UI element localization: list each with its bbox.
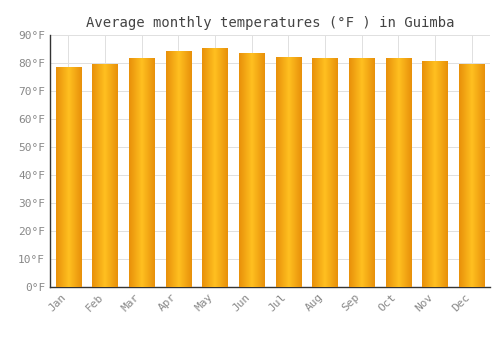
Title: Average monthly temperatures (°F ) in Guimba: Average monthly temperatures (°F ) in Gu… [86, 16, 454, 30]
